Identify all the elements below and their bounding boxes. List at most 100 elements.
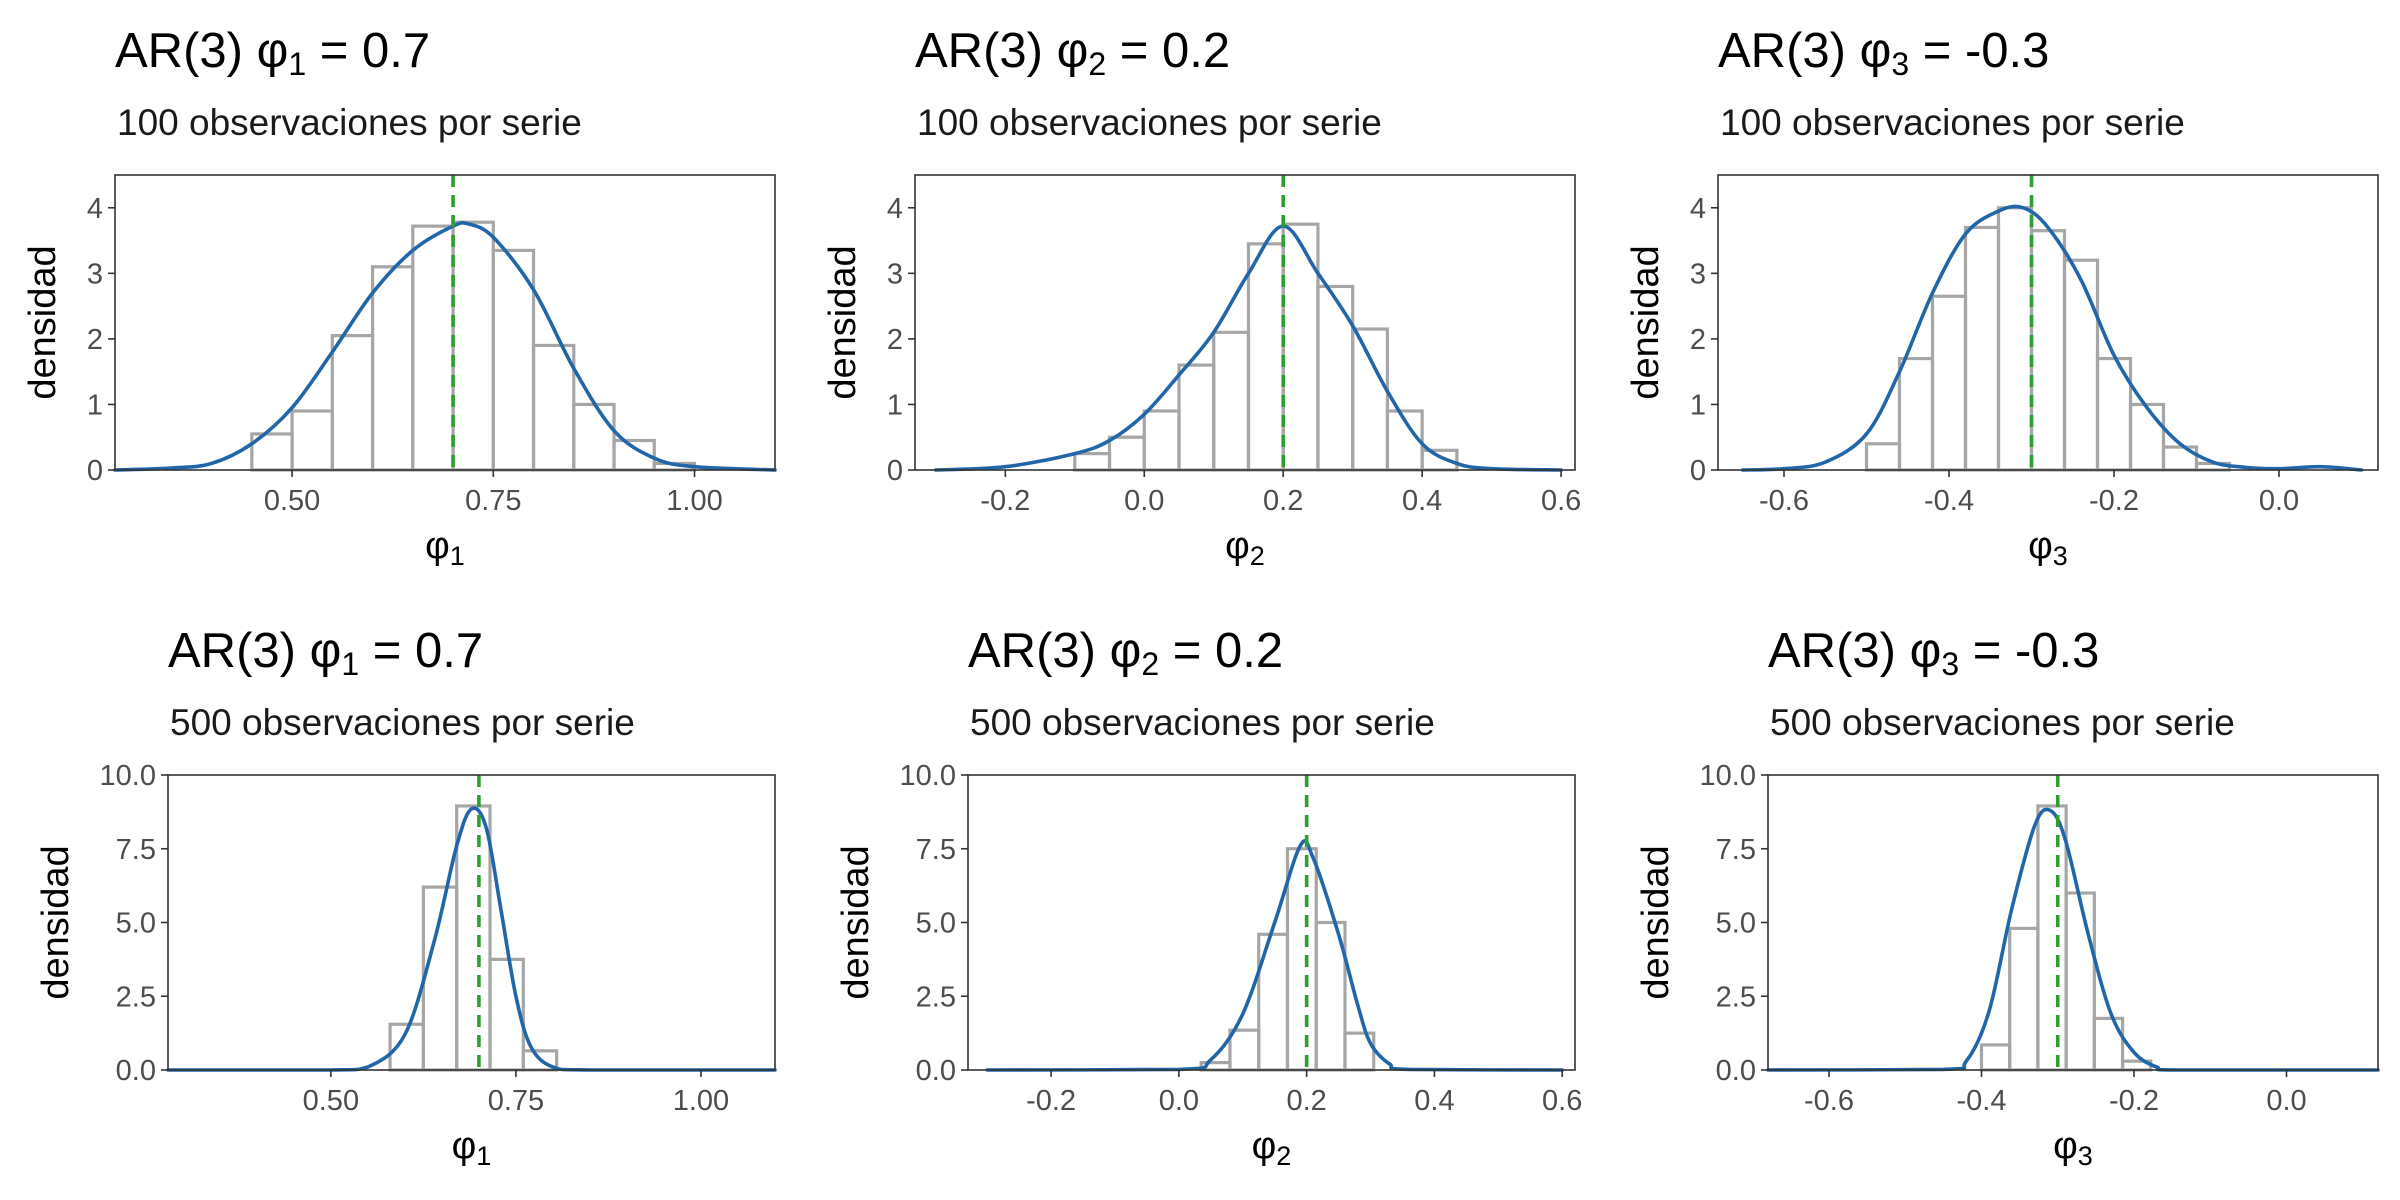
panel-title: AR(3) φ3 = -0.3 [1768, 624, 2099, 682]
y-tick-label: 1 [887, 389, 903, 421]
x-tick-label: -0.2 [1026, 1085, 1076, 1117]
x-tick-label: 0.75 [488, 1085, 544, 1117]
y-tick-label: 4 [1690, 193, 1706, 225]
histogram-bar [1897, 356, 1935, 472]
y-tick-label: 10.0 [100, 760, 156, 792]
y-axis-title: densidad [22, 245, 64, 399]
y-tick-label: 1 [1690, 389, 1706, 421]
histogram-bar [1212, 330, 1251, 472]
y-axis-title: densidad [1625, 245, 1667, 399]
histogram-bar [1107, 435, 1146, 472]
histogram-bar [2064, 891, 2096, 1072]
x-tick-label: 1.00 [666, 485, 722, 517]
panel-6: AR(3) φ3 = -0.3 500 observaciones por ser… [1635, 624, 2380, 1171]
histogram-bar [451, 220, 495, 472]
x-axis-title: φ2 [1252, 1125, 1292, 1171]
y-tick-label: 1 [87, 389, 103, 421]
panel-title: AR(3) φ2 = 0.2 [968, 624, 1283, 682]
x-axis-title: φ3 [2028, 525, 2068, 571]
y-tick-label: 0.0 [916, 1055, 956, 1087]
panel-frame [1717, 174, 2379, 471]
y-axis-title: densidad [822, 245, 864, 399]
histogram-bar [330, 334, 375, 472]
panel-frame [167, 774, 776, 1071]
y-tick-label: 5.0 [916, 908, 956, 940]
histogram-bar [1864, 442, 1902, 472]
histogram-bar [488, 957, 525, 1072]
histogram-bar [1979, 1043, 2012, 1072]
x-tick-label: -0.4 [1957, 1085, 2007, 1117]
histogram-bar [1281, 222, 1320, 472]
y-tick-label: 2.5 [1716, 981, 1756, 1013]
y-tick-label: 0.0 [1716, 1055, 1756, 1087]
x-axis-title: φ2 [1225, 525, 1265, 571]
x-tick-label: 0.2 [1263, 485, 1303, 517]
panel-frame [114, 174, 776, 471]
y-axis-title: densidad [1635, 845, 1677, 999]
y-tick-label: 0 [1690, 455, 1706, 487]
panel-title: AR(3) φ2 = 0.2 [915, 24, 1230, 82]
x-axis-title: φ3 [2053, 1125, 2093, 1171]
histogram-bar [531, 343, 576, 472]
panel-subtitle: 500 observaciones por serie [970, 702, 1435, 743]
y-tick-label: 2 [887, 324, 903, 356]
x-tick-label: 1.00 [673, 1085, 729, 1117]
histogram-bar [1142, 409, 1181, 472]
y-tick-label: 2.5 [916, 981, 956, 1013]
histogram-bar [1073, 452, 1112, 472]
x-tick-label: 0.2 [1286, 1085, 1326, 1117]
panel-2: AR(3) φ2 = 0.2 100 observaciones por seri… [822, 24, 1581, 571]
density-curve [166, 806, 777, 1072]
y-tick-label: 4 [87, 193, 103, 225]
histogram-bar [572, 402, 616, 472]
panel-frame [914, 174, 1576, 471]
panel-title: AR(3) φ3 = -0.3 [1718, 24, 2049, 82]
x-tick-label: -0.6 [1759, 485, 1809, 517]
x-tick-label: 0.0 [2259, 485, 2299, 517]
y-tick-label: 3 [87, 258, 103, 290]
histogram-bar [2008, 926, 2040, 1072]
x-tick-label: -0.2 [2089, 485, 2139, 517]
panel-1: AR(3) φ1 = 0.7 100 observaciones por seri… [22, 24, 777, 571]
x-tick-label: 0.50 [303, 1085, 359, 1117]
panel-frame [1767, 774, 2379, 1071]
x-tick-label: 0.6 [1542, 1085, 1582, 1117]
panel-subtitle: 100 observaciones por serie [117, 102, 582, 143]
panel-frame [967, 774, 1576, 1071]
y-tick-label: 0 [887, 455, 903, 487]
histogram-bar [290, 409, 334, 472]
y-axis-title: densidad [835, 845, 877, 999]
panel-subtitle: 100 observaciones por serie [1720, 102, 2185, 143]
y-tick-label: 3 [887, 258, 903, 290]
density-curve [985, 839, 1565, 1072]
y-tick-label: 5.0 [1716, 908, 1756, 940]
histogram-bar [1177, 363, 1216, 472]
panel-subtitle: 100 observaciones por serie [917, 102, 1382, 143]
x-tick-label: 0.50 [264, 485, 320, 517]
histogram-bar [1996, 206, 2034, 472]
x-tick-label: 0.0 [1124, 485, 1164, 517]
density-curve [113, 221, 777, 472]
y-tick-label: 2.5 [116, 981, 156, 1013]
y-tick-label: 4 [887, 193, 903, 225]
panel-title: AR(3) φ1 = 0.7 [115, 24, 430, 82]
histogram-bar [1930, 294, 1968, 472]
histogram-bar [2036, 804, 2068, 1072]
histogram-bar [1351, 327, 1390, 472]
histogram-bar [411, 224, 455, 472]
y-axis-title: densidad [35, 845, 77, 999]
y-tick-label: 2 [1690, 324, 1706, 356]
x-tick-label: -0.6 [1804, 1085, 1854, 1117]
histogram-bar [1285, 847, 1318, 1072]
histogram-bar [1228, 1028, 1261, 1072]
y-tick-label: 2 [87, 324, 103, 356]
histogram-bar [455, 804, 492, 1072]
histogram-bar [2128, 402, 2166, 472]
y-tick-label: 10.0 [900, 760, 956, 792]
x-tick-label: -0.2 [2109, 1085, 2159, 1117]
x-tick-label: -0.4 [1924, 485, 1974, 517]
x-tick-label: 0.75 [465, 485, 521, 517]
x-tick-label: -0.2 [980, 485, 1030, 517]
panel-subtitle: 500 observaciones por serie [170, 702, 635, 743]
